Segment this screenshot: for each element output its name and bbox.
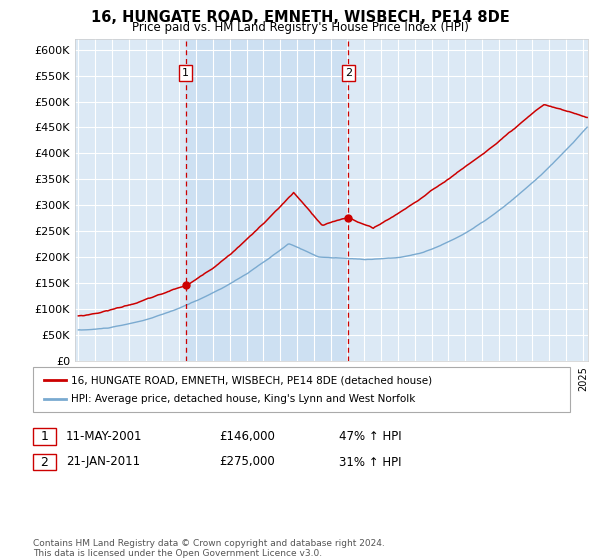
Text: 11-MAY-2001: 11-MAY-2001 <box>66 430 143 444</box>
Text: 1: 1 <box>182 68 189 78</box>
Text: 1: 1 <box>40 430 49 444</box>
Bar <box>185 39 349 361</box>
Text: 21-JAN-2011: 21-JAN-2011 <box>66 455 140 469</box>
Text: HPI: Average price, detached house, King's Lynn and West Norfolk: HPI: Average price, detached house, King… <box>71 394 415 404</box>
Text: £146,000: £146,000 <box>219 430 275 444</box>
Text: 47% ↑ HPI: 47% ↑ HPI <box>339 430 401 444</box>
Text: Contains HM Land Registry data © Crown copyright and database right 2024.
This d: Contains HM Land Registry data © Crown c… <box>33 539 385 558</box>
Text: 2: 2 <box>40 455 49 469</box>
Text: Price paid vs. HM Land Registry's House Price Index (HPI): Price paid vs. HM Land Registry's House … <box>131 21 469 34</box>
Text: 31% ↑ HPI: 31% ↑ HPI <box>339 455 401 469</box>
Text: 16, HUNGATE ROAD, EMNETH, WISBECH, PE14 8DE (detached house): 16, HUNGATE ROAD, EMNETH, WISBECH, PE14 … <box>71 375 432 385</box>
Text: 2: 2 <box>345 68 352 78</box>
Text: 16, HUNGATE ROAD, EMNETH, WISBECH, PE14 8DE: 16, HUNGATE ROAD, EMNETH, WISBECH, PE14 … <box>91 10 509 25</box>
Text: £275,000: £275,000 <box>219 455 275 469</box>
